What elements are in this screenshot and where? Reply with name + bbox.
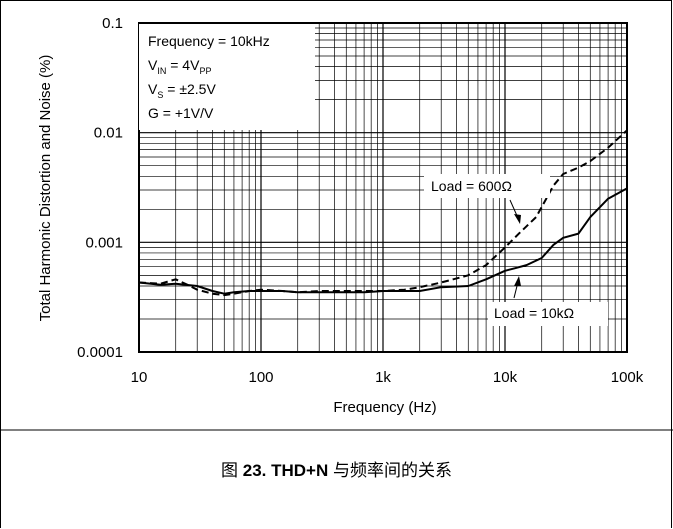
caption-prefix: 图	[221, 461, 239, 481]
annotation-10k-bg	[488, 302, 608, 326]
y-tick-label: 0.1	[102, 15, 123, 32]
x-tick-label: 10k	[493, 369, 518, 386]
x-tick-label: 100k	[611, 369, 644, 386]
x-tick-label: 10	[131, 369, 148, 386]
caption-suffix: 与频率间的关系	[332, 461, 452, 481]
chart-series	[138, 129, 628, 297]
annotation-600-arrowhead	[514, 214, 521, 224]
annotation-10k-arrowhead	[514, 276, 521, 286]
annotation-load-10k: Load = 10kΩ	[494, 305, 574, 321]
y-axis-label: Total Harmonic Distortion and Noise (%)	[37, 55, 54, 322]
series-line-load-10k	[138, 187, 628, 295]
tick-labels: 10 100 1k 10k 100k 0.0001 0.001 0.01 0.1	[77, 15, 644, 386]
annotation-load-600: Load = 600Ω	[431, 178, 512, 194]
y-tick-label: 0.01	[94, 125, 123, 142]
condition-gain: G = +1V/V	[148, 105, 214, 121]
conditions-box	[139, 24, 315, 130]
x-tick-label: 1k	[375, 369, 391, 386]
y-tick-label: 0.001	[85, 234, 123, 251]
x-tick-label: 100	[248, 369, 273, 386]
caption-number: 23. THD+N	[242, 461, 329, 480]
plot-frame	[138, 22, 628, 353]
condition-frequency: Frequency = 10kHz	[148, 33, 270, 49]
annotation-600-bg	[424, 174, 550, 198]
x-axis-label: Frequency (Hz)	[333, 399, 436, 416]
y-tick-label: 0.0001	[77, 344, 123, 361]
figure-caption: 图 23. THD+N 与频率间的关系	[0, 456, 673, 481]
condition-vin: VIN = 4VPP	[148, 57, 211, 76]
condition-vs: VS = ±2.5V	[148, 81, 216, 100]
